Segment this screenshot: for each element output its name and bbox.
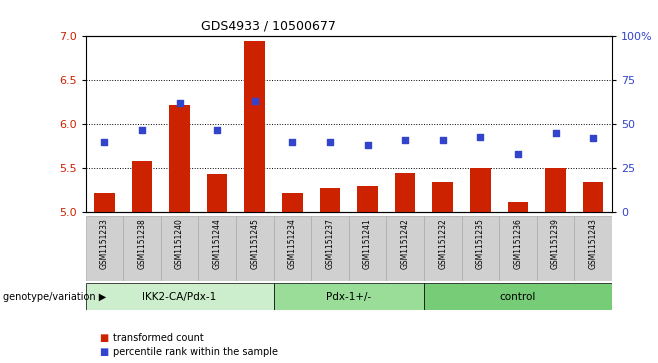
Bar <box>386 216 424 281</box>
Bar <box>349 216 386 281</box>
Bar <box>461 216 499 281</box>
Text: percentile rank within the sample: percentile rank within the sample <box>113 347 278 357</box>
Text: GSM1151232: GSM1151232 <box>438 218 447 269</box>
Text: transformed count: transformed count <box>113 333 204 343</box>
Bar <box>86 216 123 281</box>
Point <box>137 127 147 132</box>
Text: GSM1151243: GSM1151243 <box>589 218 597 269</box>
Point <box>438 137 448 143</box>
Bar <box>198 216 236 281</box>
Text: GSM1151238: GSM1151238 <box>138 218 147 269</box>
Text: GSM1151237: GSM1151237 <box>326 218 334 269</box>
Point <box>475 134 486 139</box>
Bar <box>537 216 574 281</box>
Bar <box>574 216 612 281</box>
Point <box>513 151 523 157</box>
Point <box>400 137 411 143</box>
Text: GSM1151240: GSM1151240 <box>175 218 184 269</box>
Bar <box>424 216 461 281</box>
Bar <box>236 216 274 281</box>
Text: GSM1151236: GSM1151236 <box>513 218 522 269</box>
Bar <box>311 216 349 281</box>
Bar <box>432 182 453 212</box>
Text: IKK2-CA/Pdx-1: IKK2-CA/Pdx-1 <box>142 292 216 302</box>
Point <box>550 130 561 136</box>
Bar <box>545 168 566 212</box>
Bar <box>161 216 198 281</box>
Bar <box>395 173 415 212</box>
Bar <box>424 283 612 310</box>
Bar <box>282 193 303 212</box>
Text: GSM1151234: GSM1151234 <box>288 218 297 269</box>
Text: GSM1151239: GSM1151239 <box>551 218 560 269</box>
Bar <box>583 182 603 212</box>
Point <box>212 127 222 132</box>
Point <box>174 100 185 106</box>
Bar <box>123 216 161 281</box>
Bar <box>86 283 274 310</box>
Bar <box>499 216 537 281</box>
Bar <box>507 202 528 212</box>
Text: ■: ■ <box>99 333 108 343</box>
Text: GSM1151242: GSM1151242 <box>401 218 410 269</box>
Text: GSM1151245: GSM1151245 <box>250 218 259 269</box>
Text: GSM1151241: GSM1151241 <box>363 218 372 269</box>
Text: GSM1151233: GSM1151233 <box>100 218 109 269</box>
Point <box>588 135 598 141</box>
Point <box>99 139 110 145</box>
Bar <box>320 188 340 212</box>
Bar <box>470 168 491 212</box>
Text: genotype/variation ▶: genotype/variation ▶ <box>3 292 107 302</box>
Point <box>363 143 373 148</box>
Point <box>287 139 297 145</box>
Text: ■: ■ <box>99 347 108 357</box>
Text: GDS4933 / 10500677: GDS4933 / 10500677 <box>201 20 336 33</box>
Bar <box>132 161 152 212</box>
Point <box>249 98 260 104</box>
Text: Pdx-1+/-: Pdx-1+/- <box>326 292 371 302</box>
Bar <box>207 174 228 212</box>
Bar <box>274 216 311 281</box>
Bar <box>274 283 424 310</box>
Text: control: control <box>500 292 536 302</box>
Bar <box>357 186 378 212</box>
Bar <box>169 105 190 212</box>
Bar <box>94 193 114 212</box>
Point <box>324 139 335 145</box>
Bar <box>244 41 265 212</box>
Text: GSM1151235: GSM1151235 <box>476 218 485 269</box>
Text: GSM1151244: GSM1151244 <box>213 218 222 269</box>
